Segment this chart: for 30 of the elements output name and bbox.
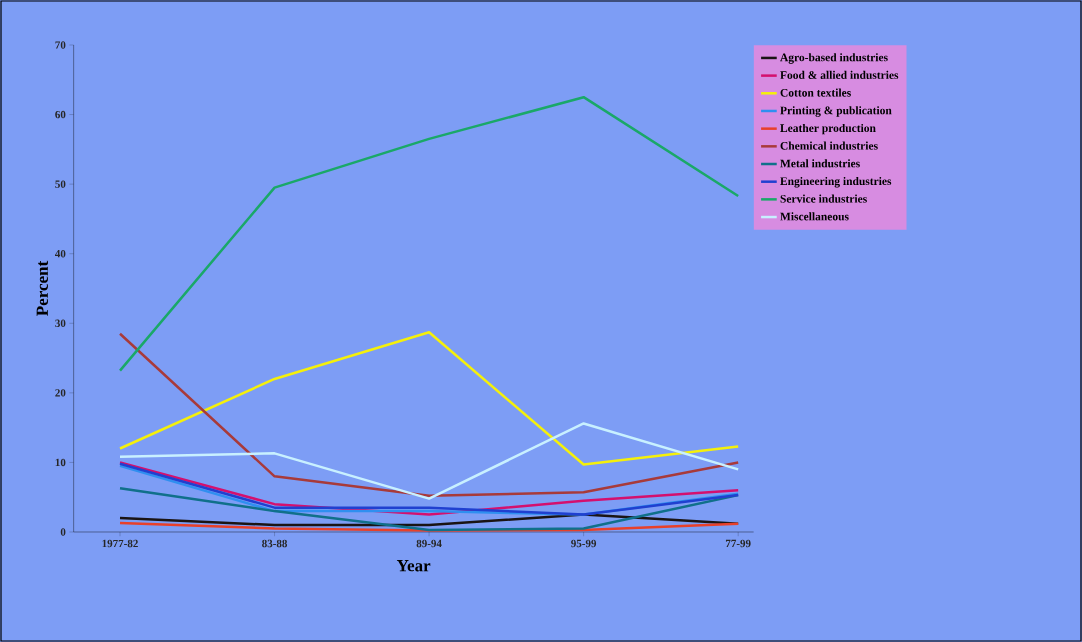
y-tick-label: 60 (55, 110, 66, 119)
x-axis-title: Year (396, 560, 431, 572)
legend-label: Agro-based industries (780, 53, 888, 64)
y-tick-label: 70 (55, 41, 66, 49)
y-tick-label: 20 (55, 389, 66, 397)
y-tick-label: 0 (60, 528, 66, 536)
x-tick-label: 95-99 (571, 539, 597, 548)
line-series (118, 486, 740, 532)
y-tick-label: 30 (55, 319, 66, 327)
legend-label: Leather production (780, 123, 876, 135)
x-tick-label: 1977-82 (102, 539, 138, 548)
x-tick-label: 83-88 (262, 539, 288, 548)
x-tick-label: 89-94 (416, 539, 442, 548)
x-tick-label: 77-99 (725, 539, 751, 548)
legend-label: Chemical industries (780, 141, 878, 150)
y-tick-label: 10 (55, 458, 66, 467)
legend-label: Printing & publication (780, 106, 892, 117)
legend-label: Miscellaneous (780, 212, 849, 221)
legend-label: Metal industries (780, 159, 860, 168)
legend-label: Food & allied industries (780, 70, 899, 79)
line-series (118, 332, 740, 498)
line-series (118, 422, 740, 500)
legend-label: Cotton textiles (780, 88, 851, 97)
legend-label: Service industries (780, 194, 867, 203)
y-axis-title: Percent (36, 260, 48, 316)
legend-label: Engineering industries (780, 176, 892, 188)
y-tick-label: 40 (55, 250, 66, 258)
y-tick-label: 50 (55, 180, 66, 188)
line-series (118, 95, 740, 372)
line-series (118, 331, 740, 466)
